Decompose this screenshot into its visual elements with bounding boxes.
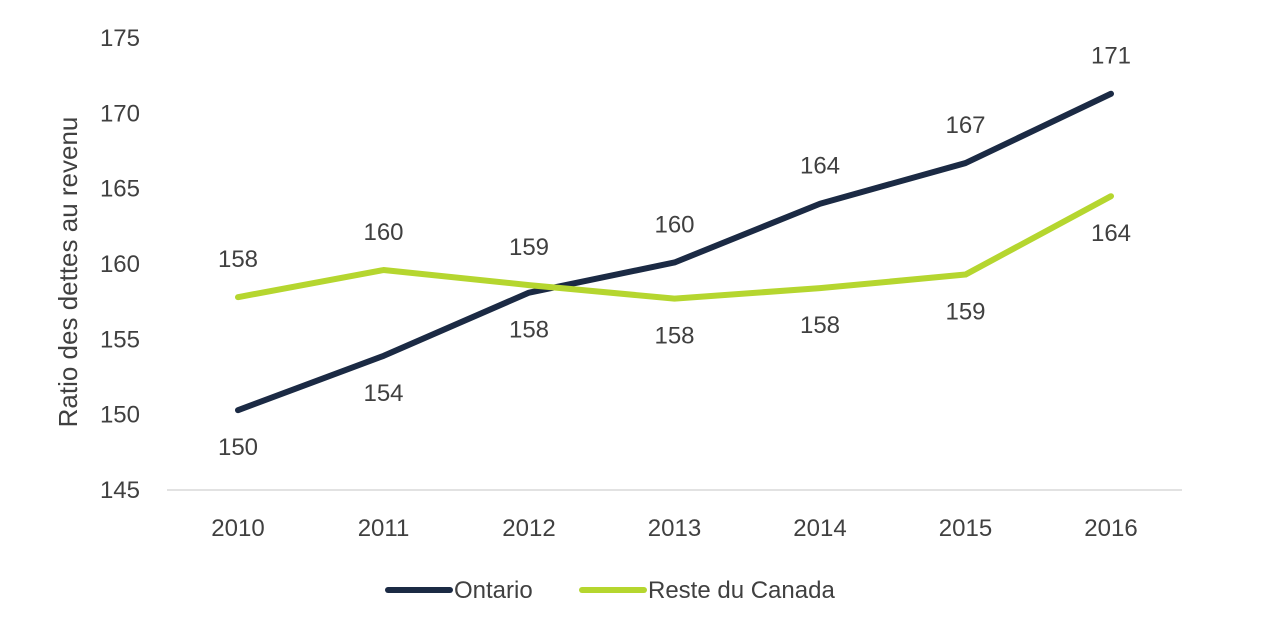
data-label-reste-du-canada-2015: 159 xyxy=(945,299,985,326)
y-axis-ticks: 145 150 155 160 165 170 175 xyxy=(100,25,140,504)
data-label-ontario-2014: 164 xyxy=(800,153,840,180)
data-point-ontario-2013 xyxy=(674,261,675,263)
y-tick-label-160: 160 xyxy=(100,251,140,278)
series-line-ontario xyxy=(235,90,1114,414)
data-label-ontario-2010: 150 xyxy=(218,434,258,461)
data-label-reste-du-canada-2014: 158 xyxy=(800,312,840,339)
series-group xyxy=(235,90,1114,414)
y-tick-label-175: 175 xyxy=(100,25,140,52)
y-axis-label: Ratio des dettes au revenu xyxy=(53,117,83,428)
y-tick-label-155: 155 xyxy=(100,326,140,353)
data-point-reste-du-canada-2012 xyxy=(528,284,530,286)
legend-label-reste-du-canada: Reste du Canada xyxy=(648,577,835,604)
y-tick-label-170: 170 xyxy=(100,100,140,127)
legend: Ontario Reste du Canada xyxy=(385,577,835,604)
data-label-ontario-2013: 160 xyxy=(654,211,694,238)
x-tick-label-2014: 2014 xyxy=(793,515,846,542)
data-point-ontario-2012 xyxy=(528,292,530,294)
x-tick-label-2015: 2015 xyxy=(939,515,992,542)
x-tick-label-2011: 2011 xyxy=(358,515,410,542)
data-point-ontario-2010 xyxy=(237,409,239,411)
x-tick-label-2010: 2010 xyxy=(211,515,264,542)
data-label-reste-du-canada-2011: 160 xyxy=(363,219,403,246)
y-tick-label-145: 145 xyxy=(100,477,140,504)
data-label-reste-du-canada-2012: 159 xyxy=(509,234,549,261)
data-point-ontario-2016 xyxy=(1110,93,1112,95)
data-label-ontario-2016: 171 xyxy=(1091,43,1131,70)
data-point-ontario-2014 xyxy=(819,203,821,205)
x-tick-label-2012: 2012 xyxy=(502,515,555,542)
data-label-reste-du-canada-2013: 158 xyxy=(654,323,694,350)
data-point-reste-du-canada-2011 xyxy=(383,269,384,271)
data-point-reste-du-canada-2016 xyxy=(1110,195,1112,197)
x-tick-label-2013: 2013 xyxy=(648,515,701,542)
data-point-ontario-2011 xyxy=(383,355,384,357)
data-label-ontario-2012: 158 xyxy=(509,317,549,344)
data-point-reste-du-canada-2010 xyxy=(237,296,239,298)
data-label-reste-du-canada-2010: 158 xyxy=(218,246,258,273)
data-point-reste-du-canada-2013 xyxy=(674,298,675,300)
data-labels: 150 158 154 160 158 159 160 158 164 158 167 159 171 1… xyxy=(218,43,1131,461)
y-tick-label-165: 165 xyxy=(100,176,140,203)
data-label-ontario-2015: 167 xyxy=(945,112,985,139)
x-tick-label-2016: 2016 xyxy=(1084,515,1137,542)
y-tick-label-150: 150 xyxy=(100,402,140,429)
data-label-ontario-2011: 154 xyxy=(363,380,403,407)
data-point-ontario-2015 xyxy=(965,162,966,164)
x-axis-ticks: 2010 2011 2012 2013 2014 2015 2016 xyxy=(211,515,1137,542)
data-point-reste-du-canada-2015 xyxy=(965,274,966,276)
data-label-reste-du-canada-2016: 164 xyxy=(1091,220,1131,247)
data-point-reste-du-canada-2014 xyxy=(819,287,821,289)
legend-label-ontario: Ontario xyxy=(454,577,533,604)
